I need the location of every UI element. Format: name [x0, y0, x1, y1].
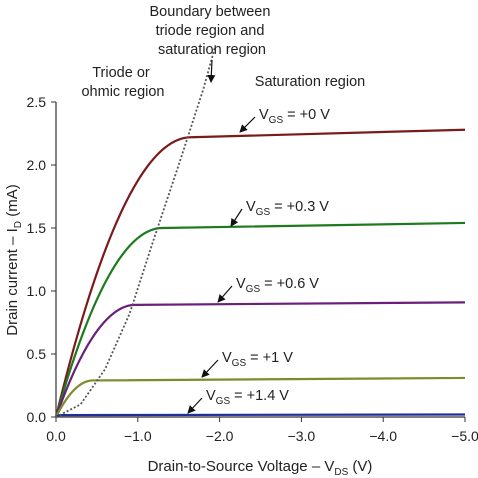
series-label: VGS = +1 V [222, 350, 293, 369]
boundary-layer [55, 45, 217, 418]
saturation-region-label: Saturation region [255, 74, 365, 90]
y-tick-label: 1.0 [27, 283, 47, 299]
y-tick-label: 0.5 [27, 346, 47, 362]
boundary-label: Boundary between triode region and satur… [150, 4, 275, 58]
series-label: VGS = +0 V [259, 107, 330, 126]
series-line [55, 376, 466, 418]
x-axis-title: Drain-to-Source Voltage – VDS (V) [148, 458, 373, 478]
y-tick-label: 2.0 [27, 157, 47, 173]
curves [54, 128, 466, 418]
series-label-arrow [239, 116, 256, 133]
series-label: VGS = +0.6 V [236, 276, 319, 295]
series-label-arrow [187, 397, 203, 414]
axes: 0.0 −1.0 −2.0 −3.0 −4.0 −5.0 0.0 0.5 1.0 1.5 2.0 2.… [27, 94, 478, 444]
series-label-arrow [201, 359, 219, 378]
y-tick-label: 0.0 [27, 409, 47, 425]
x-tick-label: −4.0 [369, 428, 397, 444]
y-axis-title: Drain current – ID (mA) [4, 184, 24, 335]
y-tick-label: 2.5 [27, 94, 47, 110]
series-label: VGS = +1.4 V [206, 388, 289, 407]
triode-region-label: Triode or ohmic region [81, 65, 164, 100]
series-line [54, 301, 466, 418]
series-line [54, 221, 466, 418]
x-tick-label: −3.0 [288, 428, 316, 444]
boundary-label-arrow [207, 59, 216, 83]
series-label-arrow [230, 208, 243, 227]
series-label: VGS = +0.3 V [246, 199, 329, 218]
x-tick-label: −5.0 [451, 428, 478, 444]
y-tick-label: 1.5 [27, 220, 47, 236]
annotations: VGS = +0 V VGS = +0.3 V VGS = +0.6 V VGS = … [187, 59, 330, 414]
x-tick-label: −2.0 [206, 428, 234, 444]
series-line [54, 128, 466, 418]
x-tick-label: −1.0 [124, 428, 152, 444]
series-label-arrow [217, 285, 233, 303]
x-tick-label: 0.0 [46, 428, 66, 444]
triode-saturation-boundary [55, 45, 217, 418]
